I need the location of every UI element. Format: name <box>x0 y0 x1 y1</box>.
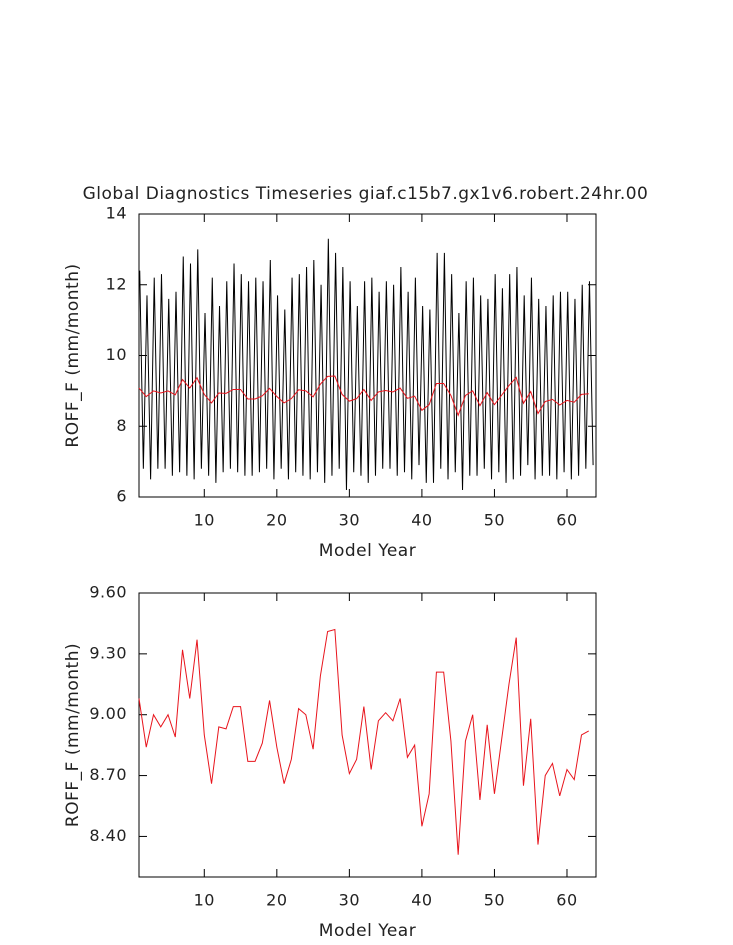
y-tick-label: 14 <box>106 204 127 223</box>
y-tick-label: 8.70 <box>89 765 127 784</box>
x-tick-label: 10 <box>194 511 215 530</box>
x-tick-label: 50 <box>484 511 505 530</box>
y-tick-label: 9.00 <box>89 704 127 723</box>
chart-title: Global Diagnostics Timeseries giaf.c15b7… <box>83 184 649 204</box>
x-tick-label: 60 <box>556 891 577 910</box>
x-axis-label: Model Year <box>319 921 416 941</box>
plot-frame <box>138 592 597 878</box>
series-line <box>138 628 589 855</box>
x-axis-label: Model Year <box>319 541 416 561</box>
x-tick-label: 60 <box>556 511 577 530</box>
x-tick-label: 30 <box>339 891 360 910</box>
series-line <box>139 238 594 490</box>
series-line <box>138 375 589 417</box>
x-tick-label: 20 <box>266 511 287 530</box>
x-tick-label: 40 <box>411 511 432 530</box>
y-tick-label: 6 <box>116 487 127 506</box>
y-tick-label: 12 <box>106 274 127 293</box>
x-tick-label: 50 <box>484 891 505 910</box>
x-tick-label: 20 <box>266 891 287 910</box>
x-tick-label: 30 <box>339 511 360 530</box>
x-tick-label: 40 <box>411 891 432 910</box>
y-tick-label: 9.60 <box>89 583 127 602</box>
y-axis-label: ROFF_F (mm/month) <box>63 643 83 827</box>
y-axis-label: ROFF_F (mm/month) <box>63 263 83 447</box>
y-tick-label: 8 <box>116 416 127 435</box>
x-tick-label: 10 <box>194 891 215 910</box>
y-tick-label: 9.30 <box>89 643 127 662</box>
y-tick-label: 8.40 <box>89 826 127 845</box>
y-tick-label: 10 <box>106 345 127 364</box>
